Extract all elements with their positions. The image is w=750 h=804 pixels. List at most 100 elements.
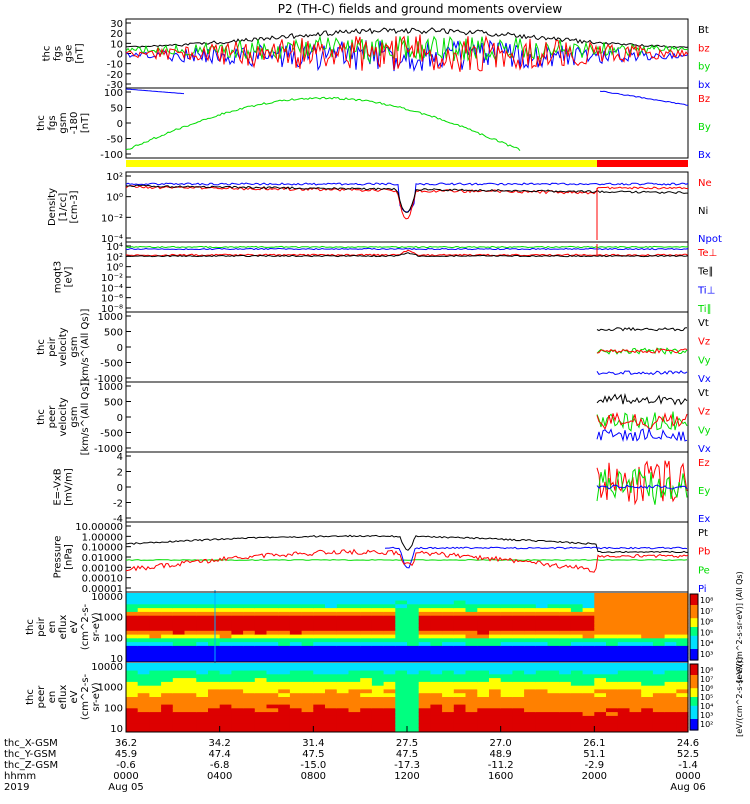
spectrogram-cell	[489, 642, 502, 647]
spectrogram-cell	[219, 604, 232, 609]
spectrogram-cell	[442, 645, 455, 651]
spectrogram-cell	[641, 663, 654, 668]
spectrogram-cell	[325, 638, 338, 643]
spectrogram-cell	[500, 645, 513, 651]
spectrogram-cell	[243, 689, 256, 694]
y-axis-label-line: thc	[25, 619, 36, 635]
y-tick-label: 100	[104, 633, 123, 644]
y-axis-label-line: [nT]	[80, 113, 91, 133]
y-tick-label: 1000	[98, 382, 123, 393]
colorbar-label: [eV/(cm^2-s-sr-eV)]	[735, 657, 744, 737]
colorbar-cell	[690, 600, 698, 604]
spectrogram-cell	[594, 666, 607, 672]
x-tick-label: 48.9	[490, 749, 512, 760]
spectrogram-cell	[219, 619, 232, 624]
spectrogram-cell	[559, 689, 572, 694]
spectrogram-cell	[371, 681, 385, 687]
spectrogram-cell	[664, 715, 677, 721]
spectrogram-cell	[395, 657, 408, 662]
panel-frame	[125, 171, 689, 243]
colorbar-cell	[690, 679, 698, 683]
spectrogram-cell	[278, 604, 291, 609]
spectrogram-cell	[313, 727, 326, 732]
spectrogram-cell	[301, 630, 314, 636]
spectrogram-cell	[465, 645, 478, 651]
spectrogram-cell	[126, 627, 139, 632]
spectrogram-cell	[582, 670, 595, 675]
spectrogram-cell	[219, 708, 232, 713]
spectrogram-cell	[641, 645, 654, 651]
spectrogram-cell	[208, 623, 221, 628]
colorbar-tick-label: 10⁴	[700, 639, 713, 648]
panel-frame	[125, 87, 689, 159]
colorbar-tick-label: 10⁴	[700, 702, 713, 711]
spectrogram-cell	[652, 708, 666, 713]
spectrogram-cell	[629, 627, 642, 632]
spectrogram-cell	[629, 693, 642, 698]
spectrogram-cell	[594, 619, 607, 624]
y-tick-label: 10²	[106, 172, 123, 183]
spectrogram-cell	[535, 674, 549, 679]
spectrogram-cell	[453, 645, 467, 651]
spectrogram-cell	[266, 689, 279, 694]
spectrogram-cell	[395, 623, 408, 628]
spectrogram-cell	[489, 604, 502, 609]
spectrogram-cell	[477, 619, 490, 624]
spectrogram-cell	[172, 593, 186, 598]
spectrogram-cell	[547, 697, 560, 702]
spectrogram-cell	[371, 627, 385, 632]
spectrogram-cell	[606, 634, 619, 639]
spectrogram-cell	[606, 645, 619, 651]
spectrogram-cell	[254, 630, 268, 636]
spectrogram-cell	[430, 653, 443, 658]
spectrogram-cell	[348, 704, 361, 709]
series-bx-gsm	[125, 88, 185, 95]
spectrogram-cell	[161, 596, 174, 602]
spectrogram-cell	[325, 700, 338, 706]
spectrogram-cell	[243, 608, 256, 613]
spectrogram-cell	[196, 653, 209, 658]
spectrogram-cell	[172, 723, 186, 728]
spectrogram-cell	[430, 700, 443, 706]
spectrogram-cell	[652, 697, 666, 702]
spectrogram-cell	[219, 697, 232, 702]
legend-item: Vt	[698, 388, 709, 399]
spectrogram-cell	[582, 693, 595, 698]
spectrogram-cell	[161, 634, 174, 639]
spectrogram-cell	[559, 627, 572, 632]
spectrogram-cell	[172, 608, 186, 613]
spectrogram-cell	[348, 678, 361, 683]
spectrogram-cell	[442, 700, 455, 706]
spectrogram-cell	[641, 593, 654, 598]
spectrogram-cell	[149, 697, 162, 702]
spectrogram-cell	[278, 615, 291, 621]
spectrogram-cell	[629, 623, 642, 628]
spectrogram-cell	[395, 666, 408, 672]
y-tick-label: 500	[104, 328, 123, 339]
spectrogram-cell	[383, 712, 396, 717]
spectrogram-cell	[254, 712, 268, 717]
legend-item: Te⊥	[697, 248, 717, 259]
spectrogram-cell	[418, 638, 431, 643]
spectrogram-cell	[196, 611, 209, 617]
spectrogram-cell	[559, 600, 572, 605]
spectrogram-cell	[348, 685, 361, 691]
spectrogram-cell	[243, 693, 256, 698]
spectrogram-cell	[477, 649, 490, 655]
y-tick-label: 10⁻⁶	[101, 294, 123, 305]
spectrogram-cell	[172, 623, 186, 628]
x-tick-label: 27.5	[396, 738, 418, 749]
spectrogram-cell	[360, 693, 373, 698]
spectrogram-cell	[137, 681, 150, 687]
spectrogram-cell	[219, 693, 232, 698]
y-tick-label: -100	[100, 150, 123, 161]
y-tick-label: 1.00000	[82, 532, 123, 543]
spectrogram-cell	[652, 719, 666, 725]
spectrogram-cell	[500, 611, 513, 617]
spectrogram-cell	[418, 653, 431, 658]
spectrogram-cell	[477, 723, 490, 728]
spectrogram-cell	[348, 615, 361, 621]
spectrogram-cell	[676, 681, 689, 687]
spectrogram-cell	[336, 678, 350, 683]
spectrogram-cell	[243, 627, 256, 632]
